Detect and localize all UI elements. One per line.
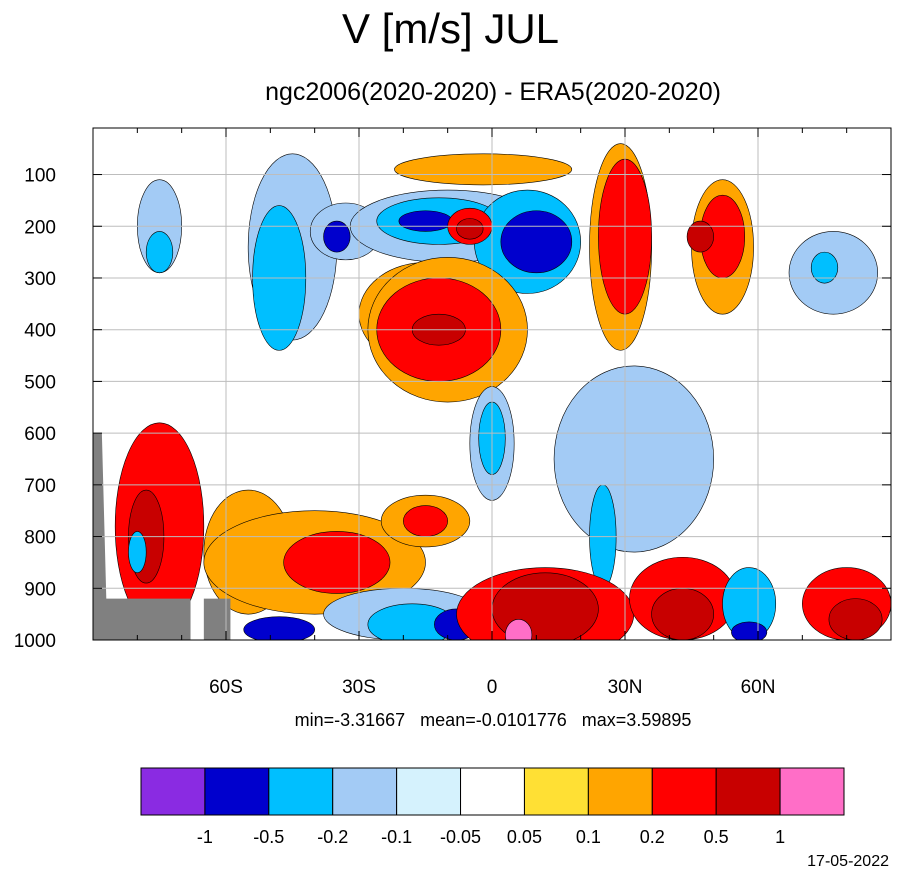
field-contour-50 [828,598,883,640]
y-tick-label: 600 [24,424,56,445]
colorbar-label: -1 [197,827,213,847]
field-contour-6 [323,220,351,253]
x-tick-label: 60N [741,677,776,698]
missing-data-region [93,433,191,640]
x-tick-label: 60S [209,677,243,698]
field-contour-12 [500,210,573,274]
field-contour-14 [456,218,484,240]
colorbar-label: 0.1 [576,827,601,847]
y-tick-label: 400 [24,321,56,342]
colorbar-swatch [396,767,462,816]
date-stamp: 17-05-2022 [807,853,889,870]
field-contour-48 [731,621,768,640]
y-tick-label: 500 [24,372,56,393]
y-tick-label: 300 [24,269,56,290]
colorbar-swatch [715,767,781,816]
field-contour-33 [128,531,147,574]
field-contour-28 [553,365,714,553]
y-tick-label: 900 [24,579,56,600]
colorbar-swatch [204,767,270,816]
colorbar-swatch [587,767,653,816]
missing-data-region-2 [203,598,231,640]
y-tick-label: 700 [24,476,56,497]
colorbar-label: -0.05 [440,827,481,847]
field-contour-27 [810,251,839,284]
y-tick-label: 800 [24,528,56,549]
colorbar-label: 0.5 [704,827,729,847]
field-contour-39 [243,616,315,640]
colorbar-label: -0.2 [317,827,348,847]
x-tick-label: 30S [342,677,376,698]
colorbar-swatch [779,767,845,816]
colorbar-swatch [523,767,589,816]
colorbar-swatch [332,767,398,816]
colorbar-swatch [651,767,717,816]
chart-title: V [m/s] JUL [341,5,560,52]
colorbar-swatch [140,767,206,816]
field-contour-7 [394,153,573,186]
field-contour-25 [686,220,714,253]
colorbar: -1 -0.5 -0.2 -0.1 -0.05 0.05 0.1 0.2 0.5 1 [140,767,845,847]
colorbar-label: 0.2 [640,827,665,847]
y-tick-label: 1000 [14,631,56,652]
grid-layer [93,128,891,640]
x-tick-label: 30N [608,677,643,698]
missing-data-layer [93,433,231,640]
colorbar-label: -0.5 [253,827,284,847]
field-contour-46 [651,587,714,640]
stats-text: min=-3.31667 mean=-0.0101776 max=3.59895 [294,710,692,730]
field-contour-10 [398,210,453,232]
field-contour-41 [403,505,448,537]
y-tick-label: 100 [24,166,56,187]
colorbar-swatch [268,767,334,816]
axes-layer: 60S 30S 0 30N 60N 100 200 300 400 500 600 700 800 900… [14,128,891,698]
field-contour-35 [283,531,391,594]
y-tick-label: 200 [24,217,56,238]
field-contour-4 [145,231,174,274]
colorbar-label: 1 [775,827,785,847]
x-tick-label: 0 [487,677,498,698]
chart-subtitle: ngc2006(2020-2020) - ERA5(2020-2020) [265,78,721,106]
colorbar-label: -0.1 [381,827,412,847]
field-layer [114,143,891,640]
colorbar-label: 0.05 [507,827,542,847]
field-contour-44 [505,619,533,640]
colorbar-swatch [460,767,525,816]
